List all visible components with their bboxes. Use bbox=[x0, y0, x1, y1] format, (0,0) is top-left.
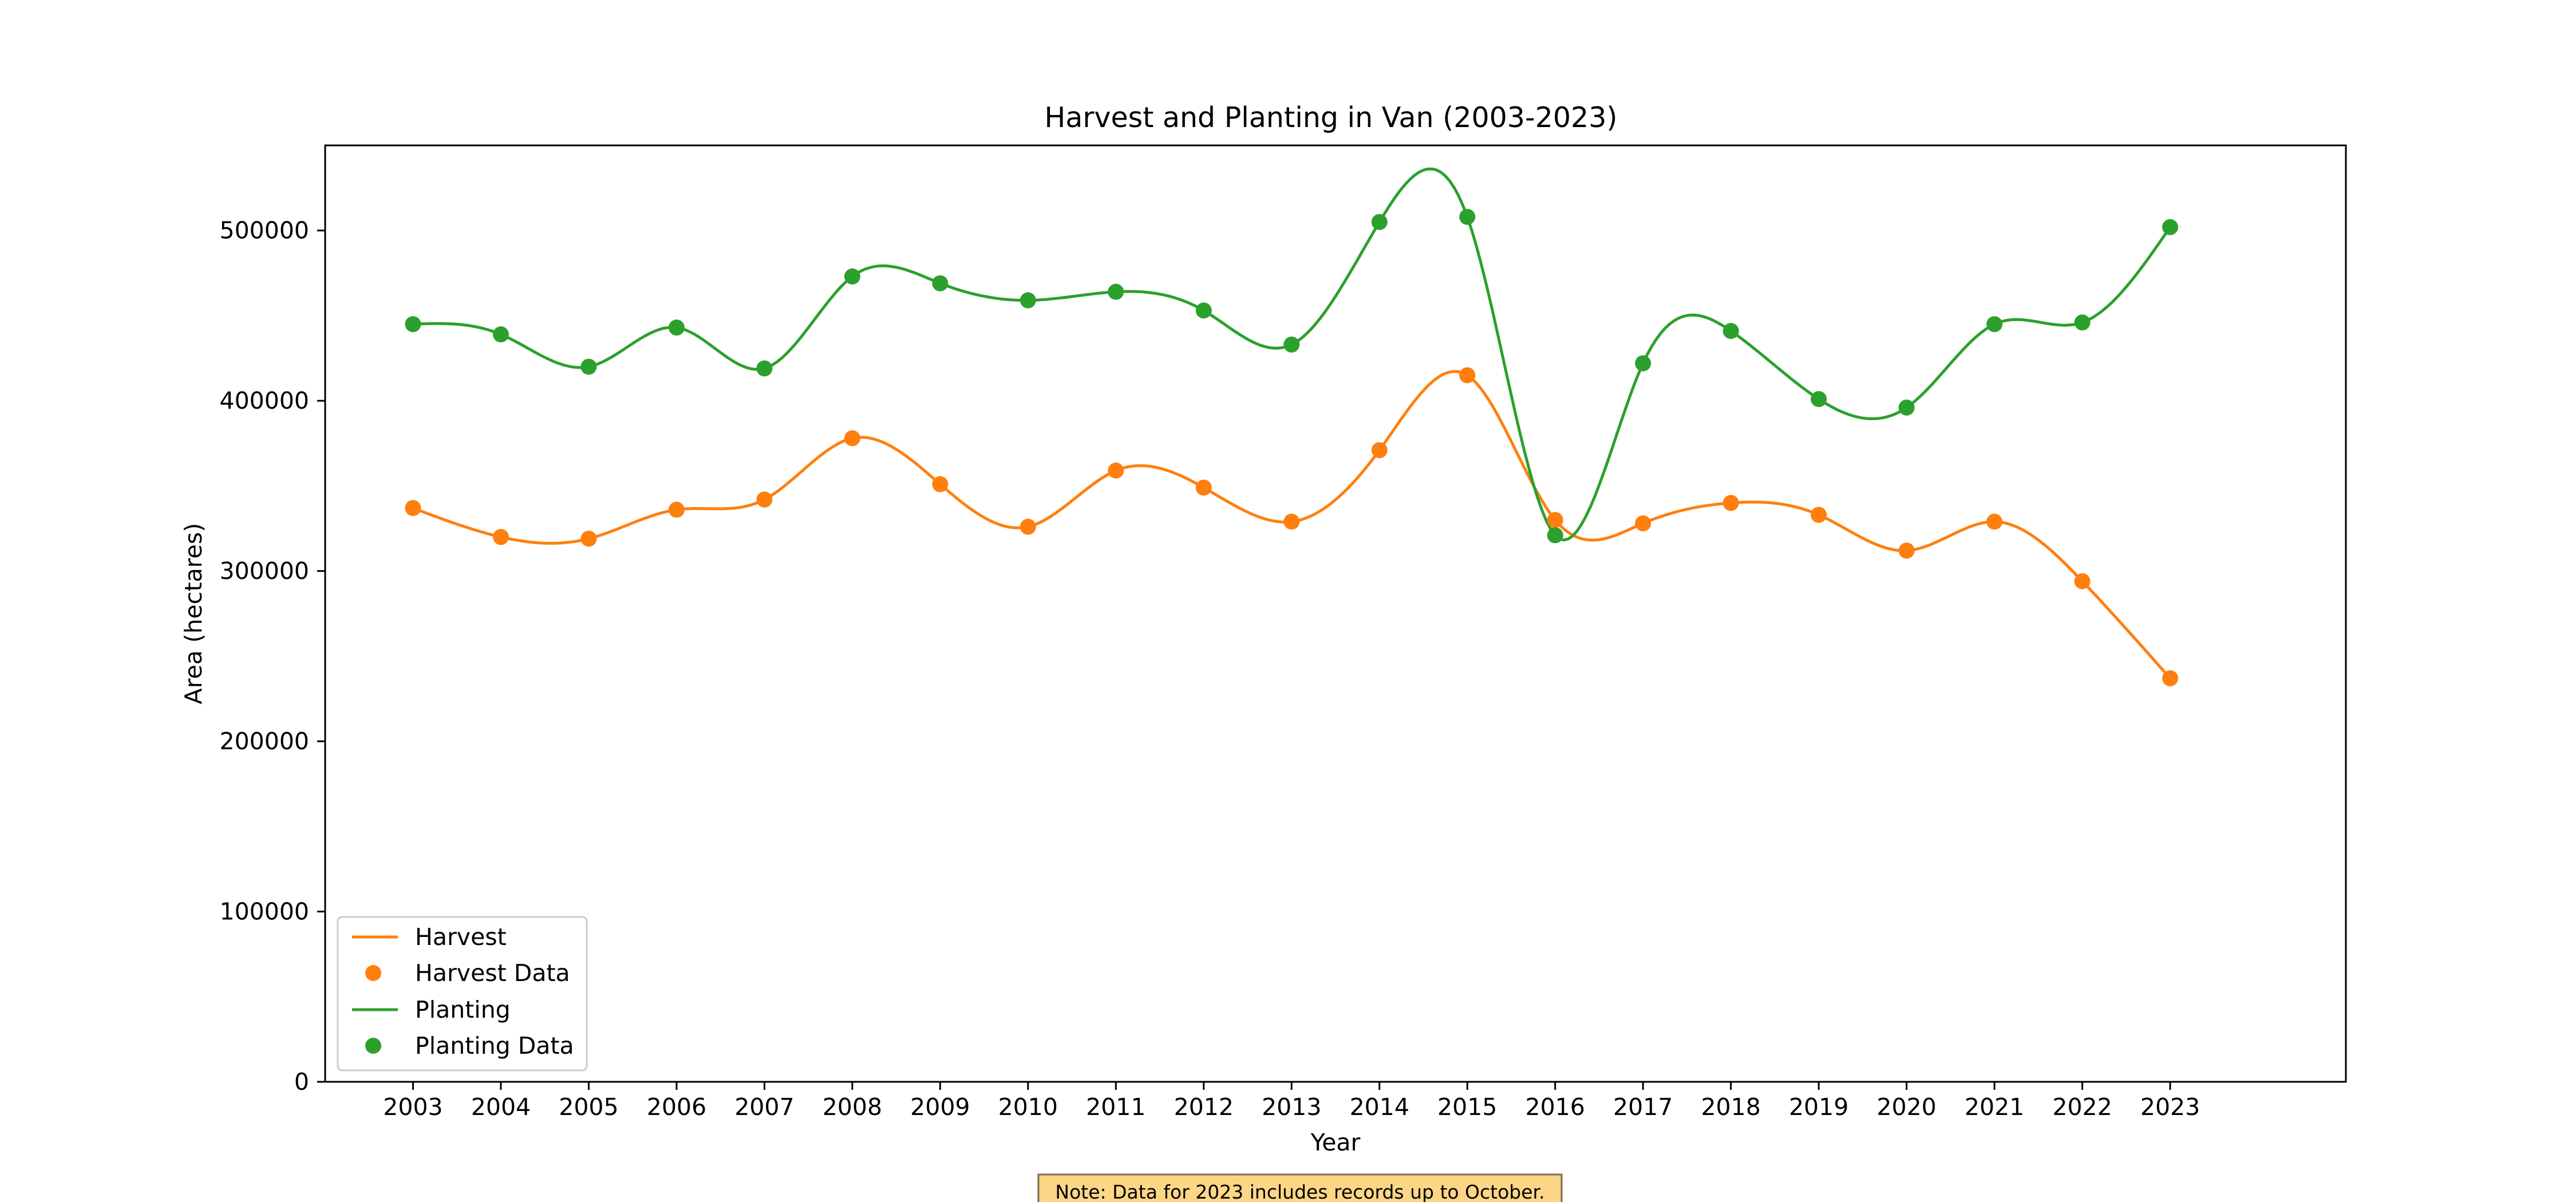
x-tick-label: 2012 bbox=[1174, 1093, 1234, 1121]
x-tick-label: 2008 bbox=[823, 1093, 882, 1121]
data-point-harvest bbox=[1986, 513, 2003, 530]
legend-box bbox=[337, 916, 588, 1071]
data-point-planting bbox=[1811, 391, 1827, 408]
x-tick-label: 2010 bbox=[998, 1093, 1058, 1121]
legend-planting-label: Planting bbox=[415, 996, 511, 1023]
x-tick-label: 2019 bbox=[1789, 1093, 1848, 1121]
y-tick-label: 200000 bbox=[219, 727, 309, 755]
x-tick-label: 2005 bbox=[559, 1093, 618, 1121]
data-point-harvest bbox=[1459, 367, 1476, 383]
x-tick-label: 2018 bbox=[1701, 1093, 1760, 1121]
data-point-harvest bbox=[1108, 462, 1124, 479]
legend-harvest-label: Harvest bbox=[415, 923, 507, 951]
data-point-planting bbox=[1283, 337, 1300, 353]
data-point-harvest bbox=[668, 501, 685, 518]
y-axis-label: Area (hectares) bbox=[180, 523, 207, 705]
legend-harvest-data-swatch bbox=[365, 965, 381, 981]
data-point-planting bbox=[756, 360, 773, 377]
x-tick-label: 2023 bbox=[2140, 1093, 2200, 1121]
plot-frame bbox=[324, 144, 2347, 1083]
data-point-planting bbox=[1195, 302, 1212, 319]
data-point-harvest bbox=[2074, 573, 2091, 590]
x-tick-label: 2013 bbox=[1262, 1093, 1321, 1121]
data-point-planting bbox=[1020, 292, 1036, 309]
y-tick-label: 100000 bbox=[219, 898, 309, 926]
legend-planting-data-label: Planting Data bbox=[415, 1032, 574, 1059]
data-point-planting bbox=[1459, 208, 1476, 225]
data-point-harvest bbox=[405, 500, 421, 516]
x-axis-label: Year bbox=[1310, 1129, 1361, 1156]
note-text: Note: Data for 2023 includes records up … bbox=[1055, 1181, 1544, 1202]
x-tick-label: 2006 bbox=[647, 1093, 706, 1121]
data-point-planting bbox=[1635, 355, 1652, 371]
x-tick-label: 2007 bbox=[734, 1093, 794, 1121]
data-point-harvest bbox=[1898, 542, 1915, 559]
plot-area bbox=[405, 167, 2179, 687]
data-point-harvest bbox=[1811, 507, 1827, 523]
data-point-harvest bbox=[2162, 670, 2179, 687]
data-point-harvest bbox=[844, 430, 860, 446]
data-point-harvest bbox=[1283, 513, 1300, 530]
note-box bbox=[1037, 1173, 1563, 1202]
data-point-planting bbox=[1722, 323, 1739, 339]
data-point-harvest bbox=[756, 491, 773, 508]
data-point-planting bbox=[2074, 314, 2091, 331]
x-tick-label: 2003 bbox=[383, 1093, 442, 1121]
data-point-planting bbox=[1898, 400, 1915, 416]
y-tick-label: 300000 bbox=[219, 557, 309, 585]
x-axis: 2003 2004 2005 2006 2007 2008 2009 2010 2011 2012… bbox=[383, 1082, 2200, 1121]
y-tick-label: 400000 bbox=[219, 387, 309, 414]
data-point-harvest bbox=[1635, 515, 1652, 532]
data-point-harvest bbox=[1195, 479, 1212, 496]
data-point-harvest bbox=[932, 476, 949, 492]
data-point-harvest bbox=[580, 531, 597, 547]
data-point-harvest bbox=[1020, 519, 1036, 535]
data-point-planting bbox=[668, 319, 685, 336]
chart-title: Harvest and Planting in Van (2003-2023) bbox=[1045, 101, 1618, 134]
legend: Harvest Harvest Data Planting Planting D… bbox=[337, 916, 588, 1071]
x-tick-label: 2020 bbox=[1876, 1093, 1936, 1121]
data-point-planting bbox=[844, 268, 860, 285]
data-point-harvest bbox=[1547, 512, 1563, 528]
data-point-planting bbox=[1986, 316, 2003, 333]
y-tick-label: 0 bbox=[294, 1068, 309, 1096]
x-tick-label: 2016 bbox=[1526, 1093, 1585, 1121]
series-line-planting bbox=[413, 167, 2172, 541]
x-tick-label: 2015 bbox=[1437, 1093, 1497, 1121]
x-tick-label: 2017 bbox=[1613, 1093, 1673, 1121]
data-point-planting bbox=[580, 358, 597, 375]
note-annotation: Note: Data for 2023 includes records up … bbox=[1037, 1173, 1563, 1202]
y-axis: 0 100000 200000 300000 400000 500000 bbox=[219, 217, 325, 1096]
data-point-harvest bbox=[492, 529, 509, 545]
data-point-planting bbox=[1108, 283, 1124, 300]
x-tick-label: 2014 bbox=[1350, 1093, 1409, 1121]
data-point-planting bbox=[2162, 219, 2179, 235]
x-tick-label: 2011 bbox=[1086, 1093, 1145, 1121]
data-point-planting bbox=[932, 275, 949, 291]
legend-planting-data-swatch bbox=[365, 1038, 381, 1054]
x-tick-label: 2004 bbox=[471, 1093, 531, 1121]
x-tick-label: 2021 bbox=[1965, 1093, 2024, 1121]
data-point-planting bbox=[1371, 213, 1388, 230]
data-point-planting bbox=[1547, 527, 1563, 544]
x-tick-label: 2022 bbox=[2052, 1093, 2112, 1121]
data-point-planting bbox=[405, 316, 421, 333]
y-tick-label: 500000 bbox=[219, 217, 309, 244]
data-point-harvest bbox=[1371, 442, 1388, 458]
legend-harvest-data-label: Harvest Data bbox=[415, 959, 570, 987]
x-tick-label: 2009 bbox=[910, 1093, 970, 1121]
data-point-planting bbox=[492, 326, 509, 343]
data-point-harvest bbox=[1722, 495, 1739, 511]
